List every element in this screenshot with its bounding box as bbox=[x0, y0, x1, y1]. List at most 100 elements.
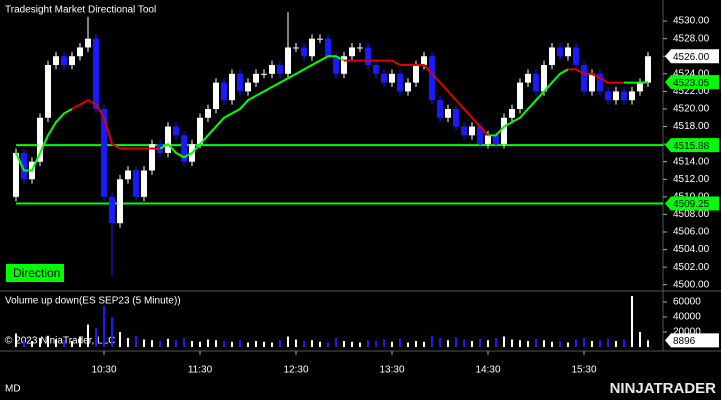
candle-body bbox=[285, 47, 291, 74]
volume-bar bbox=[111, 317, 113, 347]
volume-bar bbox=[567, 342, 569, 347]
level-tag-box bbox=[665, 196, 719, 211]
volume-bar bbox=[31, 341, 33, 347]
candle-body bbox=[45, 65, 51, 118]
candle-body bbox=[269, 65, 275, 74]
x-tick-label: 15:30 bbox=[571, 365, 596, 376]
x-tick-label: 11:30 bbox=[188, 365, 213, 376]
candle-body bbox=[509, 108, 515, 118]
footer-left: MD bbox=[5, 384, 21, 395]
volume-bar bbox=[79, 336, 81, 347]
candle-body bbox=[437, 100, 443, 118]
y-tick-label: 40000 bbox=[673, 312, 701, 323]
brand: NINJATRADER bbox=[610, 380, 717, 397]
volume-bar bbox=[487, 340, 489, 347]
candle-body bbox=[493, 135, 499, 145]
candle-body bbox=[261, 73, 267, 75]
volume-bar bbox=[191, 341, 193, 347]
trend-tag: 4523.05 bbox=[673, 78, 710, 89]
candle-body bbox=[349, 47, 355, 57]
candle-body bbox=[405, 82, 411, 92]
candle-body bbox=[477, 126, 483, 145]
volume-bar bbox=[391, 341, 393, 347]
candle-body bbox=[197, 117, 203, 145]
volume-bar bbox=[159, 341, 161, 347]
trend-line bbox=[15, 108, 73, 172]
candle-body bbox=[573, 47, 579, 66]
y-tick-label: 4522.00 bbox=[673, 86, 710, 97]
volume-bar bbox=[511, 339, 513, 347]
volume-tag: 8896 bbox=[673, 336, 696, 347]
candle-body bbox=[525, 73, 531, 83]
candle-body bbox=[413, 65, 419, 83]
candle-body bbox=[69, 56, 75, 66]
volume-bar bbox=[407, 342, 409, 347]
volume-bar bbox=[519, 340, 521, 347]
trend-line bbox=[344, 59, 489, 137]
volume-bar bbox=[231, 341, 233, 347]
volume-bar bbox=[287, 336, 289, 347]
candle-body bbox=[173, 126, 179, 136]
volume-bar bbox=[415, 341, 417, 347]
volume-bar bbox=[167, 338, 169, 347]
candle-body bbox=[109, 196, 115, 224]
candle-body bbox=[341, 56, 347, 74]
copyright: © 2023 NinjaTrader, LLC bbox=[5, 336, 115, 347]
volume-bar bbox=[383, 339, 385, 347]
volume-bar bbox=[143, 339, 145, 347]
volume-bar bbox=[319, 341, 321, 347]
candle-body bbox=[357, 47, 363, 49]
candle-body bbox=[317, 38, 323, 40]
candle-body bbox=[221, 82, 227, 101]
volume-bar bbox=[455, 337, 457, 347]
volume-bar bbox=[463, 339, 465, 347]
candle-body bbox=[381, 73, 387, 83]
candle-body bbox=[133, 170, 139, 197]
volume-bar bbox=[71, 341, 73, 347]
level-tag: 4509.25 bbox=[673, 199, 710, 210]
volume-bar bbox=[183, 338, 185, 347]
volume-bar bbox=[55, 339, 57, 347]
volume-bar bbox=[39, 338, 41, 347]
volume-bar bbox=[615, 341, 617, 347]
candle-body bbox=[85, 38, 91, 48]
volume-bar bbox=[327, 342, 329, 347]
volume-bar bbox=[607, 338, 609, 347]
candle-body bbox=[581, 65, 587, 92]
volume-bar bbox=[479, 338, 481, 347]
volume-bar bbox=[623, 339, 625, 347]
candle-body bbox=[237, 73, 243, 92]
candle-body bbox=[309, 38, 315, 57]
volume-bar bbox=[535, 338, 537, 347]
y-tick-label: 4502.00 bbox=[673, 262, 710, 273]
candle-body bbox=[557, 47, 563, 57]
candle-body bbox=[13, 152, 19, 197]
candle-body bbox=[77, 47, 83, 57]
candle-body bbox=[373, 65, 379, 74]
volume-bar bbox=[63, 340, 65, 347]
candle-body bbox=[389, 73, 395, 83]
volume-bar bbox=[447, 340, 449, 347]
volume-bar bbox=[151, 340, 153, 347]
volume-bar bbox=[311, 340, 313, 347]
candle-body bbox=[213, 82, 219, 109]
candle-body bbox=[293, 47, 299, 49]
legend-label: Direction bbox=[13, 266, 60, 280]
volume-bar bbox=[631, 296, 633, 347]
volume-bar bbox=[303, 341, 305, 347]
volume-bar bbox=[175, 340, 177, 347]
candle-body bbox=[637, 82, 643, 92]
candle-body bbox=[245, 82, 251, 92]
volume-bar bbox=[15, 333, 17, 347]
volume-tag-box bbox=[665, 333, 719, 348]
volume-bar bbox=[583, 338, 585, 347]
volume-bar bbox=[559, 341, 561, 347]
volume-bar bbox=[471, 341, 473, 347]
candle-body bbox=[485, 135, 491, 145]
level-tag-box bbox=[665, 138, 719, 153]
candle-body bbox=[629, 91, 635, 101]
candle-body bbox=[277, 65, 283, 74]
volume-bar bbox=[599, 340, 601, 347]
volume-bar bbox=[647, 340, 649, 347]
candle-body bbox=[333, 56, 339, 74]
